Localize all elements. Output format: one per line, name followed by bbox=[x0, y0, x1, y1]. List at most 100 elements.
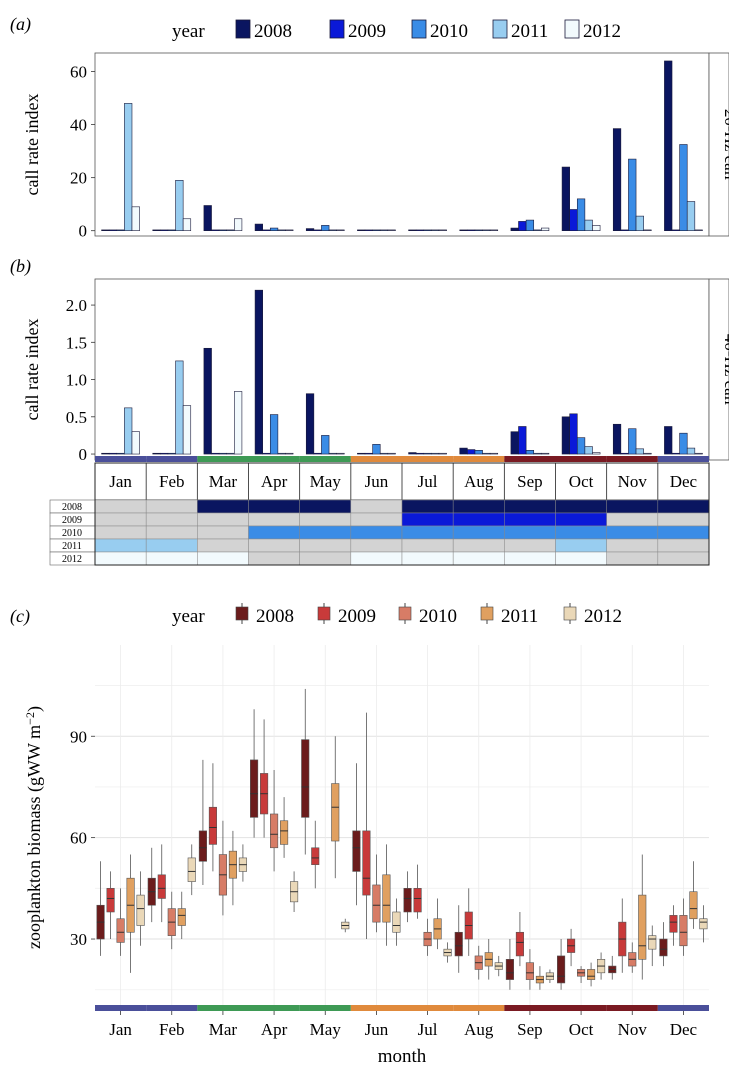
year-label-2012: 2012 bbox=[62, 554, 82, 565]
bar-Jun-2009 bbox=[364, 229, 373, 231]
coverage-cell-2011-Jul bbox=[401, 538, 454, 553]
season-segment-c-Feb bbox=[146, 1005, 198, 1011]
x-tick-label-Aug: Aug bbox=[464, 1020, 494, 1039]
month-header-Nov: Nov bbox=[618, 472, 648, 491]
bar-Jan-2012 bbox=[131, 206, 140, 231]
y-axis-label-end: ) bbox=[24, 706, 45, 712]
y-tick-label: 60 bbox=[70, 63, 87, 82]
bar-Jan-2010 bbox=[116, 452, 125, 455]
bar-Jul-2011 bbox=[431, 229, 440, 231]
season-segment-c-Jun bbox=[350, 1005, 402, 1011]
chart-a: 20-Hz call 0 20 40 60 call rate index bbox=[22, 52, 729, 241]
box-body bbox=[515, 931, 524, 957]
season-segment-Jun bbox=[350, 456, 402, 462]
bar-Feb-2011 bbox=[175, 180, 184, 231]
coverage-cell-2012-Apr bbox=[248, 551, 300, 566]
bar-Nov-2010 bbox=[628, 158, 637, 231]
bar-Dec-2010 bbox=[679, 432, 688, 455]
month-header-Oct: Oct bbox=[569, 472, 594, 491]
y-tick-label: 1.5 bbox=[66, 333, 87, 352]
bar-Sep-2012 bbox=[541, 227, 550, 231]
box-Sep-2010 bbox=[525, 949, 534, 990]
coverage-cell-2012-Mar bbox=[197, 551, 249, 566]
coverage-cell-2012-May bbox=[299, 551, 352, 566]
y-tick-label: 1.0 bbox=[66, 371, 87, 390]
coverage-cell-2010-Jun bbox=[350, 525, 403, 540]
plot-frame bbox=[94, 52, 710, 237]
coverage-cell-2008-Jan bbox=[94, 499, 147, 514]
coverage-cell-2008-Apr bbox=[248, 499, 300, 514]
legend-ab-swatch-2011 bbox=[492, 19, 508, 39]
table-border bbox=[94, 462, 710, 566]
box-Sep-2011 bbox=[535, 966, 544, 990]
coverage-cell-2012-Jul bbox=[401, 551, 454, 566]
year-label-2010: 2010 bbox=[62, 528, 82, 539]
box-Nov-2008 bbox=[608, 955, 617, 980]
bar-Dec-2011 bbox=[686, 447, 696, 455]
bar-Feb-2012 bbox=[182, 405, 192, 455]
coverage-cell-2009-Dec bbox=[657, 512, 710, 527]
legend-ab-label-2012: 2012 bbox=[583, 21, 621, 42]
box-Jun-2009 bbox=[362, 712, 371, 940]
bar-May-2012 bbox=[336, 452, 345, 455]
season-segment-May bbox=[299, 456, 351, 462]
coverage-cell-2009-Feb bbox=[145, 512, 198, 527]
season-segment-Aug bbox=[453, 456, 505, 462]
box-body bbox=[136, 894, 145, 926]
y-axis-label: zooplankton biomass (gWW m−2) bbox=[23, 706, 45, 949]
y-axis-label-main: zooplankton biomass (gWW m bbox=[24, 725, 45, 949]
bar-Jul-2012 bbox=[438, 229, 447, 231]
month-header-May: May bbox=[310, 472, 342, 491]
bar-Feb-2009 bbox=[160, 452, 169, 455]
box-body bbox=[311, 847, 320, 865]
box-Feb-2012 bbox=[187, 844, 196, 896]
bar-Sep-2008 bbox=[510, 431, 519, 455]
coverage-cell-2012-Nov bbox=[606, 551, 659, 566]
coverage-cell-2011-Sep bbox=[504, 538, 556, 553]
bar-May-2008 bbox=[305, 228, 315, 231]
bar-Nov-2012 bbox=[643, 229, 652, 231]
legend-ab-label-2009: 2009 bbox=[348, 21, 386, 42]
bar-Apr-2010 bbox=[269, 227, 279, 231]
coverage-cell-2008-Nov bbox=[606, 499, 659, 514]
box-body bbox=[116, 918, 125, 943]
month-header-Apr: Apr bbox=[261, 472, 288, 491]
box-May-2008 bbox=[301, 688, 310, 855]
bar-Jun-2009 bbox=[364, 452, 373, 455]
legend-ab-swatch-2008 bbox=[235, 19, 251, 39]
x-tick-label-Sep: Sep bbox=[517, 1020, 543, 1039]
box-Sep-2008 bbox=[505, 939, 514, 990]
box-Dec-2008 bbox=[659, 922, 668, 967]
plot-background bbox=[95, 645, 709, 1010]
bar-Nov-2011 bbox=[635, 448, 644, 455]
bar-Sep-2009 bbox=[518, 221, 527, 231]
bar-Apr-2010 bbox=[269, 414, 279, 455]
coverage-cell-2011-Feb bbox=[145, 538, 198, 553]
coverage-cell-2009-Sep bbox=[504, 512, 556, 527]
bar-Jan-2009 bbox=[108, 452, 118, 455]
legend-c-key-2010 bbox=[398, 603, 412, 624]
box-body bbox=[454, 931, 463, 957]
bar-Jan-2010 bbox=[116, 229, 125, 231]
legend-ab-items: 2008 2009 2010 2011 2012 bbox=[235, 19, 621, 42]
panel-a-label: (a) bbox=[10, 14, 31, 35]
legend-c-swatch-2009 bbox=[317, 606, 331, 621]
bar-Mar-2008 bbox=[203, 347, 212, 455]
bar-Apr-2012 bbox=[285, 229, 294, 231]
box-Sep-2012 bbox=[545, 969, 554, 983]
bar-Feb-2011 bbox=[175, 360, 184, 455]
box-Dec-2010 bbox=[679, 898, 688, 956]
season-segment-Apr bbox=[248, 456, 300, 462]
box-body bbox=[187, 857, 196, 882]
y-tick-label: 60 bbox=[70, 829, 87, 848]
bar-May-2009 bbox=[313, 229, 322, 231]
box-Jun-2008 bbox=[352, 763, 361, 906]
box-Jun-2012 bbox=[392, 898, 401, 946]
panel-c-header: (c) bbox=[10, 606, 30, 627]
box-Feb-2011 bbox=[177, 891, 186, 940]
bar-Jul-2009 bbox=[415, 229, 425, 231]
bar-Aug-2008 bbox=[459, 447, 468, 455]
coverage-cell-2009-Oct bbox=[555, 512, 607, 527]
box-body bbox=[638, 894, 647, 960]
box-Dec-2012 bbox=[699, 905, 708, 943]
